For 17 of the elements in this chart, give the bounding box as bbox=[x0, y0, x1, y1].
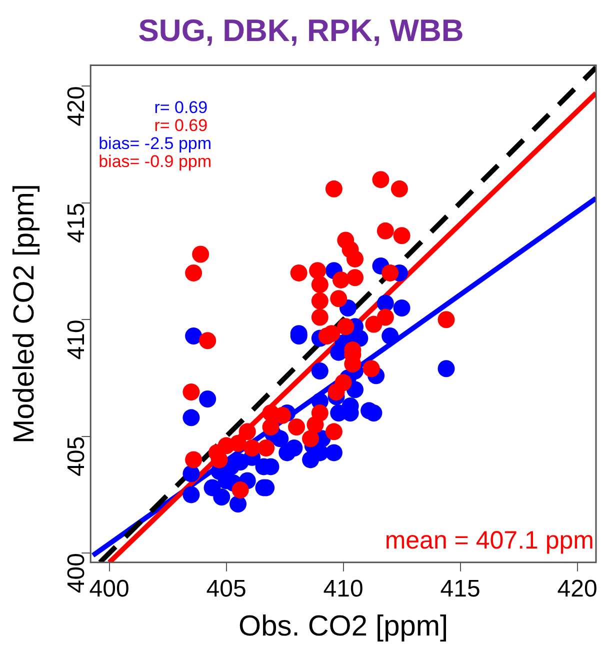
annotation: r= 0.69 bbox=[154, 98, 208, 118]
x-tick-label: 415 bbox=[440, 575, 480, 602]
annotation: bias= -2.5 ppm bbox=[98, 134, 212, 154]
y-axis-title: Modeled CO2 [ppm] bbox=[8, 184, 40, 444]
annotation: r= 0.69 bbox=[154, 116, 208, 136]
x-tick-label: 400 bbox=[89, 575, 130, 602]
x-tick-label: 405 bbox=[206, 575, 246, 602]
x-axis-title: Obs. CO2 [ppm] bbox=[238, 610, 448, 643]
x-tick-label: 420 bbox=[557, 575, 598, 602]
y-tick-label: 410 bbox=[63, 320, 90, 360]
annotation: bias= -0.9 ppm bbox=[98, 152, 212, 172]
y-tick-label: 405 bbox=[63, 436, 90, 476]
chart-title: SUG, DBK, RPK, WBB bbox=[138, 13, 464, 48]
annotation: mean = 407.1 ppm bbox=[384, 526, 594, 554]
x-tick-label: 410 bbox=[323, 575, 364, 602]
y-tick-label: 420 bbox=[63, 86, 90, 126]
y-tick-label: 415 bbox=[63, 202, 90, 243]
